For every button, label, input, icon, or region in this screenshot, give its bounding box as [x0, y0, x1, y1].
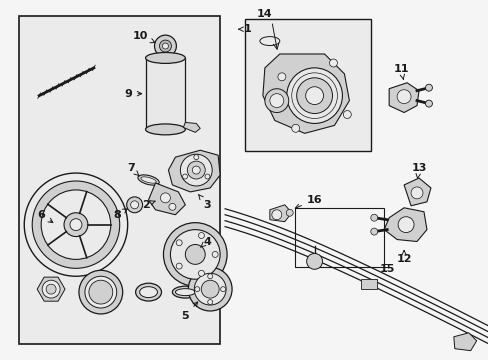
- Text: 10: 10: [133, 31, 155, 43]
- Circle shape: [306, 253, 322, 269]
- Text: 16: 16: [295, 195, 322, 208]
- Circle shape: [188, 267, 232, 311]
- Circle shape: [329, 59, 337, 67]
- Circle shape: [397, 217, 413, 233]
- Circle shape: [42, 280, 60, 298]
- Circle shape: [271, 210, 281, 220]
- Circle shape: [85, 276, 117, 308]
- Text: 4: 4: [200, 237, 211, 247]
- Polygon shape: [269, 205, 291, 222]
- Circle shape: [32, 181, 120, 268]
- Polygon shape: [37, 277, 65, 301]
- Polygon shape: [263, 54, 349, 133]
- Circle shape: [176, 263, 182, 269]
- Circle shape: [212, 251, 218, 257]
- Polygon shape: [384, 208, 426, 242]
- Circle shape: [305, 87, 323, 105]
- Circle shape: [163, 223, 226, 286]
- Text: 1: 1: [238, 24, 251, 34]
- Circle shape: [220, 287, 225, 292]
- Bar: [294, 208, 384, 267]
- Circle shape: [410, 187, 422, 199]
- Circle shape: [159, 40, 171, 52]
- Circle shape: [89, 280, 113, 304]
- Ellipse shape: [145, 53, 185, 63]
- Circle shape: [182, 174, 187, 179]
- Circle shape: [79, 270, 122, 314]
- Circle shape: [46, 284, 56, 294]
- Circle shape: [425, 100, 431, 107]
- Circle shape: [130, 201, 138, 209]
- Circle shape: [207, 274, 212, 279]
- Text: 7: 7: [126, 163, 139, 176]
- Text: 12: 12: [396, 251, 411, 264]
- Ellipse shape: [145, 124, 185, 135]
- Circle shape: [370, 214, 377, 221]
- Circle shape: [160, 193, 170, 203]
- Circle shape: [296, 78, 332, 113]
- Circle shape: [70, 219, 82, 231]
- Circle shape: [198, 233, 204, 239]
- Ellipse shape: [172, 286, 198, 298]
- Polygon shape: [453, 333, 476, 351]
- Circle shape: [194, 287, 199, 292]
- Circle shape: [291, 124, 299, 132]
- Text: 6: 6: [37, 210, 53, 222]
- Text: 14: 14: [257, 9, 272, 19]
- Ellipse shape: [138, 175, 159, 185]
- Text: 8: 8: [114, 209, 127, 220]
- Circle shape: [192, 166, 200, 174]
- Text: 11: 11: [392, 64, 408, 80]
- Circle shape: [185, 244, 205, 264]
- Text: 5: 5: [181, 302, 197, 321]
- Circle shape: [193, 155, 198, 159]
- Text: 9: 9: [124, 89, 142, 99]
- Polygon shape: [388, 83, 418, 113]
- Text: 13: 13: [410, 163, 426, 179]
- Circle shape: [343, 111, 350, 118]
- Ellipse shape: [139, 287, 157, 298]
- Polygon shape: [148, 183, 185, 215]
- Circle shape: [204, 174, 209, 179]
- Bar: [145, 58, 185, 129]
- Ellipse shape: [135, 283, 161, 301]
- Circle shape: [24, 173, 127, 276]
- Text: 2: 2: [142, 200, 155, 210]
- Circle shape: [207, 300, 212, 305]
- Circle shape: [64, 213, 88, 237]
- Ellipse shape: [175, 289, 195, 296]
- Circle shape: [370, 228, 377, 235]
- Polygon shape: [183, 122, 200, 132]
- Circle shape: [162, 43, 168, 49]
- Polygon shape: [403, 178, 430, 206]
- Circle shape: [41, 190, 111, 260]
- Polygon shape: [168, 150, 220, 192]
- Circle shape: [425, 84, 431, 91]
- Circle shape: [269, 94, 283, 108]
- Circle shape: [176, 240, 182, 246]
- Circle shape: [154, 35, 176, 57]
- Circle shape: [126, 197, 142, 213]
- Circle shape: [187, 161, 205, 179]
- Circle shape: [396, 90, 410, 104]
- Bar: [244, 19, 370, 151]
- Text: 15: 15: [379, 264, 394, 274]
- Circle shape: [277, 73, 285, 81]
- Polygon shape: [361, 279, 376, 289]
- Circle shape: [264, 89, 288, 113]
- Circle shape: [170, 230, 220, 279]
- Bar: [19, 16, 220, 344]
- Ellipse shape: [141, 177, 156, 183]
- Circle shape: [194, 273, 225, 305]
- Circle shape: [180, 154, 212, 186]
- Ellipse shape: [260, 37, 279, 46]
- Circle shape: [201, 280, 219, 298]
- Circle shape: [286, 68, 342, 123]
- Circle shape: [198, 270, 204, 276]
- Circle shape: [168, 203, 176, 210]
- Text: 3: 3: [198, 195, 211, 210]
- Circle shape: [285, 209, 293, 216]
